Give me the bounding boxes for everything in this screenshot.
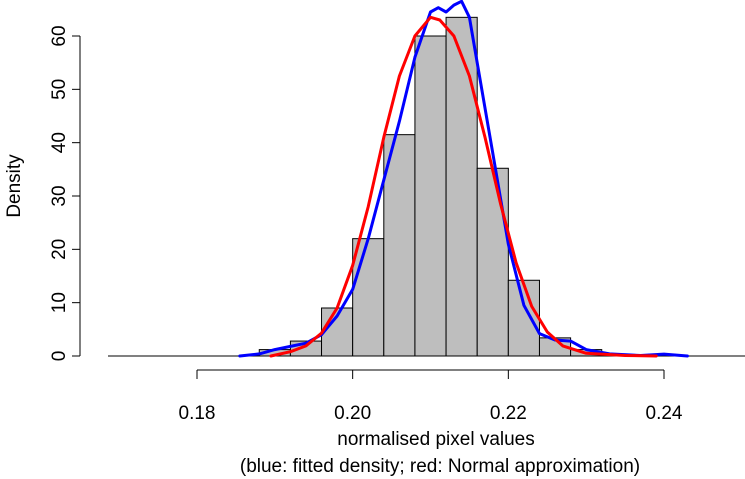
histogram-bar-3 [352, 238, 385, 357]
y-tick-label: 40 [49, 132, 70, 153]
x-tick-label: 0.18 [179, 403, 216, 424]
normal-approximation-curve [269, 15, 658, 358]
x-axis-label: normalised pixel values [337, 429, 535, 450]
y-tick-label: 10 [49, 292, 70, 313]
y-axis: 0 10 20 30 40 50 60 [49, 25, 81, 362]
histogram-bar-5 [414, 35, 447, 357]
histogram-bar-7 [476, 167, 509, 357]
y-tick-label: 30 [49, 185, 70, 206]
histogram-bars [258, 16, 603, 357]
x-tick-label: 0.24 [646, 403, 683, 424]
histogram-bar-6 [445, 16, 478, 357]
x-tick-label: 0.22 [490, 403, 527, 424]
y-tick-label: 0 [49, 351, 70, 362]
y-tick-label: 60 [49, 25, 70, 46]
histogram-bar-8 [507, 279, 540, 357]
density-curves [238, 0, 689, 358]
y-tick-label: 20 [49, 239, 70, 260]
chart-subtitle: (blue: fitted density; red: Normal appro… [240, 456, 640, 477]
y-tick-label: 50 [49, 79, 70, 100]
x-axis: 0.18 0.20 0.22 0.24 [179, 369, 683, 424]
y-axis-label: Density [4, 154, 25, 218]
x-tick-label: 0.20 [334, 403, 371, 424]
